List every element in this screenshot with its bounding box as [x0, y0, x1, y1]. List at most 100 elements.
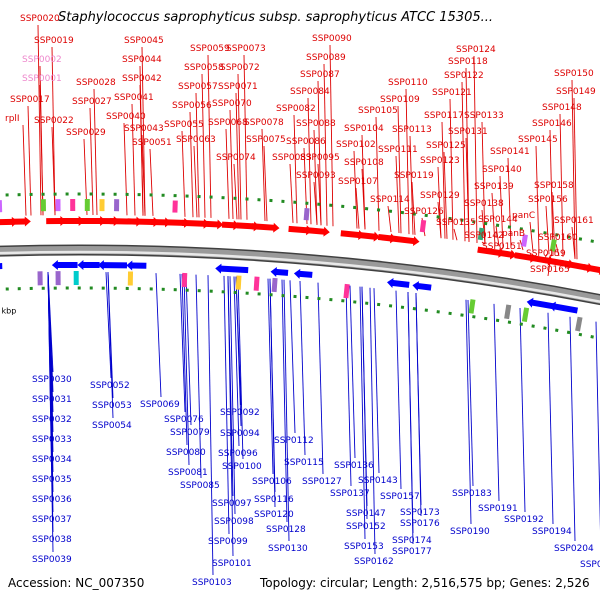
gene-label: SSP0117	[424, 111, 464, 121]
gene-label: SSP0099	[208, 537, 248, 547]
label-connector	[323, 63, 328, 226]
gene-label: SSP0034	[32, 455, 72, 465]
gene-label: SSP0040	[106, 112, 146, 122]
gene-label: SSP0174	[392, 536, 432, 546]
label-connector	[223, 275, 230, 535]
gene-label: SSP0042	[122, 74, 162, 84]
gene-label: SSP0092	[220, 408, 260, 418]
gene-label: SSP0183	[452, 489, 492, 499]
label-connector	[359, 286, 366, 540]
label-connector	[499, 175, 504, 247]
gene-label: SSP0056	[172, 101, 212, 111]
label-connector	[51, 46, 56, 216]
label-connector	[261, 128, 266, 222]
label-connector	[443, 151, 448, 239]
gene-label: SSP0095	[300, 153, 340, 163]
label-connector	[267, 278, 274, 475]
gene-label: SSP0084	[290, 87, 330, 97]
gene-label: panC	[512, 211, 535, 221]
cog-color-block	[235, 275, 242, 290]
label-connector	[243, 54, 248, 220]
gene-label: SSP0036	[32, 495, 72, 505]
cog-color-block	[468, 299, 476, 314]
gene-label: SSP0158	[534, 181, 574, 191]
label-connector	[329, 44, 334, 227]
map-title: Staphylococcus saprophyticus subsp. sapr…	[58, 10, 494, 25]
label-connector	[235, 276, 242, 427]
label-connector	[437, 166, 442, 239]
gene-label: SSP0192	[504, 515, 544, 525]
gene-label: SSP0127	[302, 477, 342, 487]
cog-color-block	[84, 198, 90, 212]
label-connector	[37, 24, 42, 216]
gene-label: SSP0156	[528, 195, 568, 205]
gene-label: SSP0159	[526, 249, 566, 259]
gene-label: SSP0001	[22, 74, 62, 84]
label-connector	[123, 122, 128, 216]
label-connector	[149, 148, 154, 216]
gene-label: SSP0145	[518, 135, 558, 145]
label-connector	[189, 111, 194, 218]
gene-label: SSP0118	[448, 57, 488, 67]
gene-label: SSP0129	[420, 191, 460, 201]
label-connector	[473, 55, 478, 244]
gene-label: SSP0136	[334, 461, 374, 471]
gene-label: SSP0032	[32, 415, 72, 425]
gene-label: SSP0072	[220, 63, 260, 73]
label-connector	[233, 276, 240, 447]
label-connector	[571, 79, 576, 259]
forward-gene-arrow	[359, 231, 381, 242]
label-connector	[229, 109, 234, 220]
forward-gene-arrow	[340, 230, 365, 240]
label-connector	[22, 124, 27, 216]
label-connector	[395, 155, 400, 234]
gene-label: SSP0079	[170, 428, 210, 438]
gene-label: SSP0114	[370, 195, 410, 205]
gene-label: SSP0074	[216, 153, 256, 163]
gene-label: SSP0173	[400, 508, 440, 518]
label-connector	[183, 274, 190, 466]
gene-label: SSP0075	[246, 135, 286, 145]
reverse-gene-arrow	[126, 260, 147, 271]
gene-label: SSP0096	[218, 449, 258, 459]
reverse-gene-arrow	[77, 259, 100, 270]
label-connector	[47, 272, 54, 553]
label-connector	[107, 272, 114, 419]
label-connector	[397, 105, 402, 234]
label-connector	[227, 276, 234, 557]
gene-label: panB	[502, 229, 525, 239]
label-connector	[353, 150, 358, 229]
gene-label: SSP0116	[254, 495, 294, 505]
label-connector	[193, 145, 198, 218]
label-connector	[155, 273, 162, 398]
label-connector	[493, 303, 500, 502]
gene-label: SSP0057	[178, 82, 218, 92]
label-connector	[395, 290, 402, 490]
gene-label: SSP0088	[296, 119, 336, 129]
gene-label: SSP0058	[184, 63, 224, 73]
gene-label: SSP0120	[254, 510, 294, 520]
forward-gene-arrow	[499, 249, 517, 260]
reverse-gene-arrow	[270, 267, 289, 278]
label-connector	[27, 105, 32, 216]
gene-label: SSP0153	[344, 542, 384, 552]
gene-label: SSP0161	[554, 216, 594, 226]
gene-label: SSP0125	[426, 141, 466, 151]
reverse-gene-arrow	[0, 261, 3, 272]
gene-label: SSP0106	[252, 477, 292, 487]
gene-label: SSP0039	[32, 555, 72, 565]
label-connector	[207, 54, 212, 218]
gene-label: SSP0137	[330, 489, 370, 499]
gene-label: SSP0045	[124, 36, 164, 46]
gene-label: SSP0150	[554, 69, 594, 79]
label-connector	[573, 97, 578, 260]
gene-label: SSP0148	[542, 103, 582, 113]
gene-label: SSP0078	[244, 118, 284, 128]
label-connector	[407, 291, 414, 545]
gene-label: SSP0122	[444, 71, 484, 81]
cog-color-block	[37, 271, 43, 286]
label-connector	[555, 243, 560, 257]
cog-color-block	[40, 199, 46, 212]
gene-label: SSP0043	[124, 124, 164, 134]
gene-label: SSP0002	[22, 55, 62, 65]
